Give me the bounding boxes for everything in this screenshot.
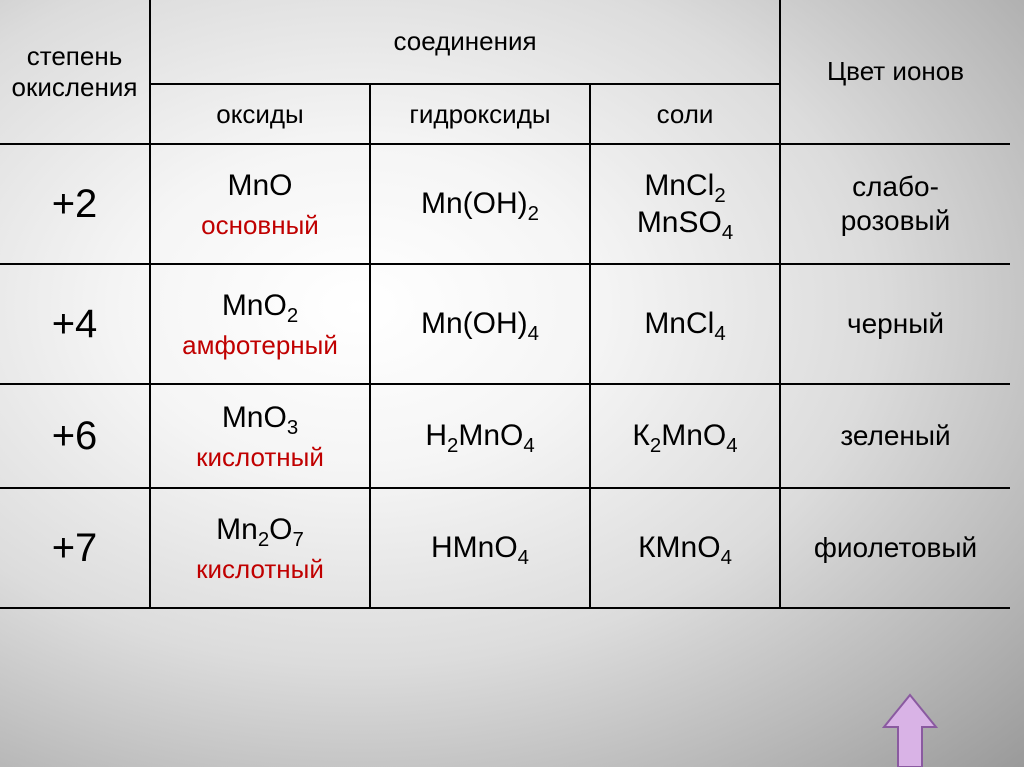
header-oxidation: степень окисления: [0, 0, 150, 144]
cell-hydroxide: Mn(OH)4: [370, 264, 590, 384]
header-ion-color: Цвет ионов: [780, 0, 1010, 144]
table-row: +4 MnO2 амфотерный Mn(OH)4 MnCl4 черный: [0, 264, 1010, 384]
table-row: +2 MnO основный Mn(OH)2 MnCl2MnSO4 слабо…: [0, 144, 1010, 264]
cell-salt: MnCl2MnSO4: [590, 144, 780, 264]
cell-ion-color: фиолетовый: [780, 488, 1010, 608]
oxide-formula: MnO: [227, 169, 292, 202]
header-hydroxides: гидроксиды: [370, 84, 590, 144]
header-compounds: соединения: [150, 0, 780, 84]
cell-oxidation: +6: [0, 384, 150, 488]
up-arrow-icon: [882, 693, 938, 767]
oxide-note: кислотный: [151, 442, 369, 473]
cell-hydroxide: HMnO4: [370, 488, 590, 608]
cell-oxidation: +2: [0, 144, 150, 264]
manganese-compounds-table: степень окисления соединения Цвет ионов …: [0, 0, 1010, 609]
arrow-path: [884, 695, 936, 767]
cell-oxide: Mn2O7 кислотный: [150, 488, 370, 608]
cell-oxide: MnO3 кислотный: [150, 384, 370, 488]
cell-ion-color: слабо-розовый: [780, 144, 1010, 264]
cell-oxide: MnO основный: [150, 144, 370, 264]
cell-ion-color: черный: [780, 264, 1010, 384]
cell-salt: MnCl4: [590, 264, 780, 384]
cell-hydroxide: Mn(OH)2: [370, 144, 590, 264]
cell-oxidation: +4: [0, 264, 150, 384]
oxide-note: основный: [151, 210, 369, 241]
cell-hydroxide: H2MnO4: [370, 384, 590, 488]
header-oxides: оксиды: [150, 84, 370, 144]
cell-salt: К2MnO4: [590, 384, 780, 488]
oxide-note: амфотерный: [151, 330, 369, 361]
oxide-note: кислотный: [151, 554, 369, 585]
table-row: +6 MnO3 кислотный H2MnO4 К2MnO4 зеленый: [0, 384, 1010, 488]
oxide-formula: MnO3: [222, 401, 298, 434]
cell-salt: КMnO4: [590, 488, 780, 608]
oxide-formula: Mn2O7: [216, 513, 304, 546]
oxide-formula: MnO2: [222, 289, 298, 322]
header-salts: соли: [590, 84, 780, 144]
cell-oxide: MnO2 амфотерный: [150, 264, 370, 384]
cell-ion-color: зеленый: [780, 384, 1010, 488]
cell-oxidation: +7: [0, 488, 150, 608]
table-row: +7 Mn2O7 кислотный HMnO4 КMnO4 фиолетовы…: [0, 488, 1010, 608]
